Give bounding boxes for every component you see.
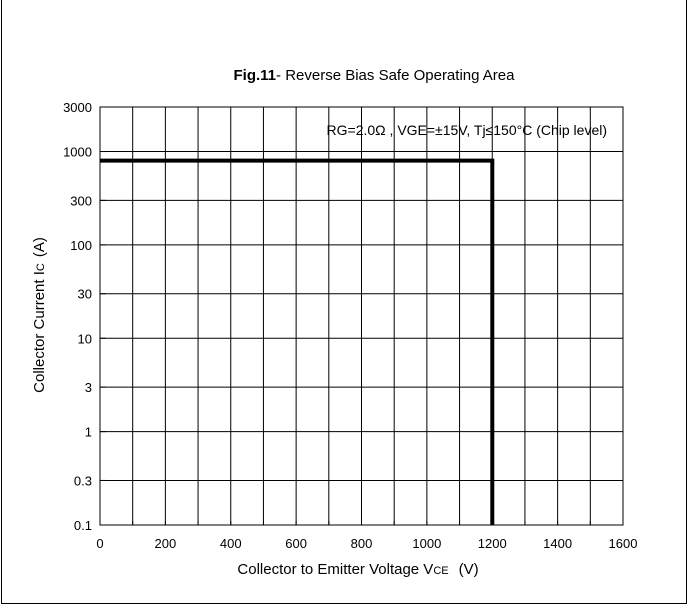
- x-tick-label: 1600: [609, 536, 638, 551]
- plot-area: [99, 106, 624, 526]
- x-tick-label: 0: [96, 536, 103, 551]
- y-tick-labels: 0.1 0.3 1 3 10 30 100 300 1000 3000: [63, 100, 92, 533]
- x-tick-label: 800: [351, 536, 373, 551]
- series-layer: [100, 158, 495, 525]
- chart-title: Fig.11- Reverse Bias Safe Operating Area: [234, 67, 516, 84]
- y-tick-label: 300: [70, 193, 92, 208]
- y-axis-label: Collector Current IC (A): [31, 237, 48, 393]
- x-axis-label: Collector to Emitter Voltage VCE (V): [237, 561, 478, 578]
- y-tick-label: 0.3: [74, 473, 92, 488]
- x-tick-label: 1400: [543, 536, 572, 551]
- y-tick-label: 3: [85, 380, 92, 395]
- y-axis-label-main: Collector Current I: [31, 271, 48, 393]
- x-tick-label: 200: [155, 536, 177, 551]
- x-tick-label: 400: [220, 536, 242, 551]
- x-axis-label-unit: (V): [459, 561, 479, 578]
- y-tick-label: 0.1: [74, 518, 92, 533]
- x-axis-label-subscript: CE: [433, 565, 448, 577]
- x-tick-label: 1000: [412, 536, 441, 551]
- y-axis-label-unit: (A): [31, 237, 48, 257]
- rbsoa-boundary-line: [100, 158, 495, 525]
- x-tick-label: 600: [285, 536, 307, 551]
- grid-lines: [100, 107, 623, 525]
- y-tick-label: 3000: [63, 100, 92, 115]
- test-conditions: RG=2.0Ω , VGE=±15V, Tj≤150°C (Chip level…: [327, 122, 607, 138]
- y-tick-label: 100: [70, 238, 92, 253]
- chart-title-figure-number: Fig.11: [234, 67, 277, 84]
- x-tick-label: 1200: [478, 536, 507, 551]
- y-tick-label: 30: [78, 287, 92, 302]
- y-tick-label: 1: [85, 425, 92, 440]
- chart-title-text: - Reverse Bias Safe Operating Area: [276, 67, 515, 84]
- axis-ticks: [100, 106, 591, 526]
- x-tick-labels: 0 200 400 600 800 1000 1200 1400 1600: [96, 536, 637, 551]
- y-axis-label-subscript: C: [35, 263, 47, 271]
- y-tick-label: 10: [78, 331, 92, 346]
- y-tick-label: 1000: [63, 145, 92, 160]
- x-axis-label-main: Collector to Emitter Voltage V: [237, 561, 433, 578]
